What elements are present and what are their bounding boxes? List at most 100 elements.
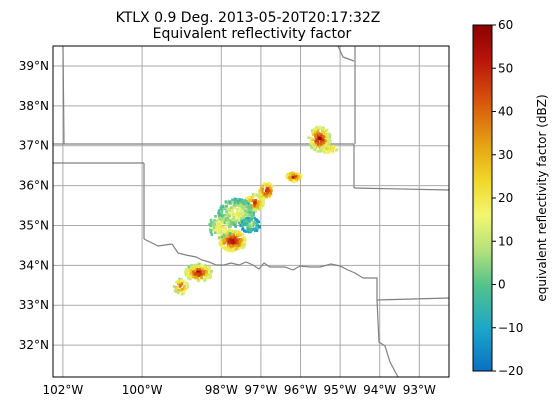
radar-echo-pixel: [182, 292, 185, 295]
radar-echo-pixel: [217, 226, 220, 229]
radar-echo-pixel: [241, 233, 245, 236]
radar-echo-pixel: [236, 212, 239, 215]
radar-echo-pixel: [225, 238, 228, 241]
radar-echo-pixel: [313, 127, 317, 131]
radar-echo-pixel: [237, 233, 241, 236]
radar-echo-pixel: [249, 213, 252, 217]
radar-echo-pixel: [236, 219, 239, 222]
radar-echo-pixel: [221, 226, 225, 229]
radar-echo-pixel: [243, 202, 246, 206]
map-area: 39°N38°N37°N36°N35°N34°N33°N32°N 102°W 10…: [19, 45, 450, 397]
radar-echo-pixel: [313, 148, 317, 151]
radar-echo-pixel: [233, 218, 237, 222]
radar-echo-pixel: [236, 199, 240, 203]
radar-echo-pixel: [243, 237, 246, 241]
radar-echo-pixel: [225, 217, 228, 220]
title-line-1: KTLX 0.9 Deg. 2013-05-20T20:17:32Z: [116, 10, 381, 26]
radar-echo-pixel: [311, 129, 314, 132]
radar-echo-pixel: [254, 208, 257, 212]
radar-echo-pixel: [209, 218, 213, 222]
radar-echo-pixel: [324, 129, 328, 133]
radar-echo-pixel: [269, 187, 273, 190]
radar-echo-pixel: [242, 205, 246, 208]
radar-echo-pixel: [314, 146, 318, 149]
radar-echo-pixel: [205, 268, 208, 271]
lat-tick-label: 38°N: [19, 99, 49, 113]
radar-echo-pixel: [245, 222, 249, 225]
radar-echo-pixel: [269, 183, 272, 186]
radar-echo-pixel: [238, 242, 241, 245]
radar-echo-pixel: [244, 217, 248, 220]
radar-echo-pixel: [247, 199, 250, 202]
radar-echo-pixel: [175, 285, 178, 289]
arkansas-louisiana-border: [376, 297, 449, 301]
radar-echo-pixel: [172, 285, 176, 288]
radar-echo-pixel: [233, 236, 236, 240]
radar-echo-pixel: [309, 143, 312, 146]
radar-echo-pixel: [196, 272, 199, 276]
radar-echo-pixel: [235, 241, 238, 244]
lat-tick-label: 36°N: [19, 179, 49, 193]
radar-echo-pixel: [299, 176, 302, 179]
radar-echo-pixel: [225, 206, 228, 210]
radar-echo-pixel: [290, 171, 294, 175]
radar-echo-pixel: [251, 199, 254, 203]
map-frame: [52, 45, 450, 378]
radar-echo-pixel: [234, 220, 238, 223]
radar-echo-pixel: [317, 133, 321, 136]
radar-echo-pixel: [244, 219, 248, 222]
radar-echo-pixel: [262, 200, 265, 203]
radar-echo-pixel: [222, 216, 226, 219]
radar-echo-pixel: [226, 234, 229, 238]
colorbar-tick-label: 0: [498, 278, 506, 292]
radar-echo-pixel: [315, 126, 318, 129]
radar-echo-pixel: [258, 200, 261, 204]
radar-echo-pixel: [220, 214, 224, 218]
radar-echo-pixel: [316, 129, 320, 133]
colorbar: 60 50 40 30 20 10 0 −10 −20 equivalent reflectiv…: [472, 18, 549, 378]
radar-echo-pixel: [229, 211, 232, 215]
radar-echo-pixel: [187, 273, 190, 277]
radar-echo-pixel: [223, 239, 226, 242]
radar-echo-pixel: [196, 276, 200, 280]
radar-echo-pixel: [251, 193, 255, 196]
colorbar-tick-label: −10: [498, 321, 523, 335]
radar-echo-pixel: [293, 173, 296, 177]
radar-echo-pixel: [203, 266, 207, 270]
radar-echo-pixel: [230, 206, 233, 209]
radar-echo-pixel: [240, 218, 243, 221]
texas-louisiana-north: [363, 277, 378, 300]
radar-echo-pixel: [207, 272, 210, 275]
radar-echo-pixel: [208, 265, 211, 269]
radar-echo-pixel: [180, 282, 184, 286]
radar-echo-pixel: [233, 244, 236, 247]
radar-echo-pixel: [240, 214, 244, 217]
radar-echo-pixel: [245, 197, 249, 200]
colorbar-label: equivalent reflectivity factor (dBZ): [535, 94, 549, 301]
radar-echo-pixel: [255, 229, 258, 232]
radar-echo-pixel: [244, 230, 248, 233]
radar-echo-pixel: [241, 220, 244, 224]
radar-echo-pixel: [228, 209, 231, 212]
radar-echo-pixel: [259, 206, 263, 210]
radar-echo-pixel: [197, 262, 201, 266]
radar-echo-pixel: [319, 134, 323, 138]
radar-echo-pixel: [315, 131, 319, 135]
radar-echo-pixel: [239, 208, 243, 211]
radar-echo-pixel: [227, 248, 231, 251]
radar-echo-pixel: [252, 222, 256, 225]
radar-echo-pixel: [252, 209, 256, 212]
lat-tick-label: 37°N: [19, 139, 49, 153]
radar-echo-pixel: [241, 223, 244, 227]
radar-echo-pixel: [246, 215, 250, 218]
radar-echo-pixel: [249, 227, 252, 231]
radar-echo-pixel: [211, 223, 215, 226]
radar-echo-pixel: [216, 224, 219, 227]
radar-echo-pixel: [253, 216, 256, 220]
radar-echo-pixel: [271, 185, 274, 188]
radar-echo-pixel: [231, 230, 235, 234]
latitude-labels: 39°N 38°N 37°N 36°N 35°N 34°N 33°N 32°N: [19, 59, 49, 352]
radar-echo-pixel: [314, 129, 317, 133]
radar-echo-pixel: [322, 149, 325, 153]
radar-echo-pixel: [231, 198, 234, 202]
